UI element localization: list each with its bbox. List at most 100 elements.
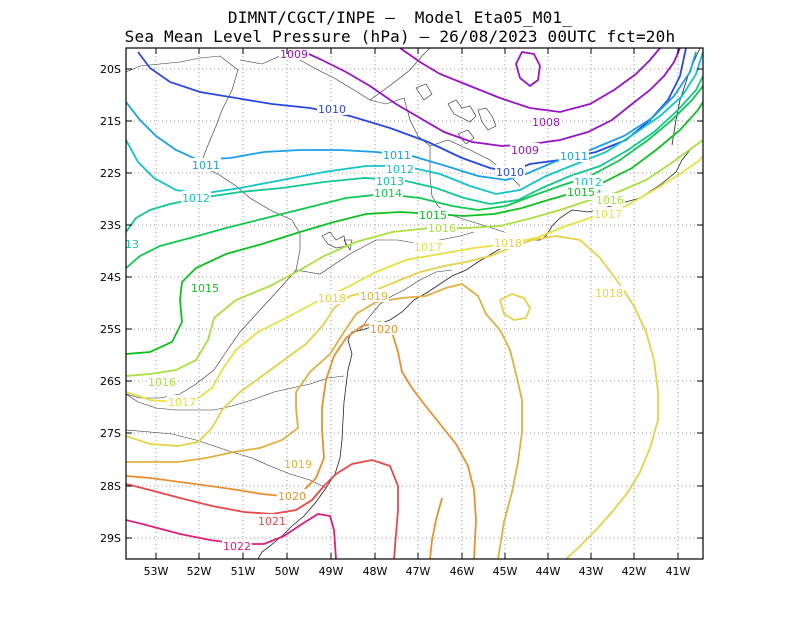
isobar-label: 1009: [511, 144, 539, 157]
isobar-label-bg: [283, 457, 313, 470]
x-tick-label: 53W: [144, 565, 169, 578]
isobar-1016: [126, 139, 703, 377]
isobar-label: 13: [125, 238, 139, 251]
isobar-label: 1012: [386, 163, 414, 176]
isobar-label-bg: [510, 143, 540, 156]
isobar-label-bg: [495, 165, 525, 178]
isobar-label: 1008: [532, 116, 560, 129]
isobar-label: 1019: [360, 290, 388, 303]
isobar-1020-b: [429, 497, 443, 559]
isobar-label: 1020: [278, 490, 306, 503]
y-tick-label: 27S: [100, 427, 121, 440]
x-tick-label: 46W: [450, 565, 475, 578]
isobar-label-bg: [559, 149, 589, 162]
x-tick-label: 41W: [666, 565, 691, 578]
isobar-1020: [126, 321, 477, 559]
isobar-1017: [126, 155, 703, 403]
isobar-label-bg: [427, 221, 457, 234]
isobar-label-bg: [191, 158, 221, 171]
isobar-label: 1017: [414, 241, 442, 254]
isobar-label-bg: [317, 102, 347, 115]
y-tick-label: 24S: [100, 271, 121, 284]
isobar-1022: [126, 513, 337, 559]
isobar-label: 1011: [192, 159, 220, 172]
y-tick-label: 25S: [100, 323, 121, 336]
isobar-1010: [137, 48, 687, 173]
isobar-label-bg: [493, 236, 523, 249]
isobar-label-bg: [385, 162, 415, 175]
isobar-label: 1022: [223, 540, 251, 553]
isobar-label: 1020: [370, 323, 398, 336]
isobar-label: 1016: [596, 194, 624, 207]
isobar-label-bg: [317, 291, 347, 304]
isobar-label-bg: [257, 514, 287, 527]
isobar-label: 1015: [567, 186, 595, 199]
isobar-label: 1021: [258, 515, 286, 528]
x-tick-label: 43W: [579, 565, 604, 578]
isobar-label-bg: [369, 322, 399, 335]
isobar-label-bg: [595, 193, 625, 206]
map-background: [126, 48, 703, 559]
y-tick-label: 20S: [100, 63, 121, 76]
isobar-1018: [126, 235, 659, 559]
y-tick-label: 22S: [100, 167, 121, 180]
isobar-1014: [126, 85, 703, 269]
isobar-label: 1016: [428, 222, 456, 235]
x-tick-label: 45W: [493, 565, 518, 578]
isobar-label-bg: [531, 115, 561, 128]
x-tick-label: 48W: [363, 565, 388, 578]
isobar-label-bg: [277, 489, 307, 502]
isobar-label: 1009: [280, 48, 308, 61]
isobar-label-bg: [573, 175, 603, 188]
y-tick-label: 23S: [100, 219, 121, 232]
y-tick-label: 28S: [100, 480, 121, 493]
isobar-label: 1018: [494, 237, 522, 250]
isobar-label: 1011: [560, 150, 588, 163]
y-tick-label: 26S: [100, 375, 121, 388]
x-tick-label: 49W: [319, 565, 344, 578]
chart-title-line-1: DIMNT/CGCT/INPE — Model Eta05_M01_: [227, 8, 573, 27]
isobar-label: 1013: [376, 175, 404, 188]
isobar-label-bg: [382, 148, 412, 161]
y-tick-label: 29S: [100, 532, 121, 545]
isobar-label: 1016: [148, 376, 176, 389]
isobar-label-bg: [566, 185, 596, 198]
isobar-label-bg: [413, 240, 443, 253]
isobar-label-bg: [181, 191, 211, 204]
isobar-label: 1015: [419, 209, 447, 222]
isobar-label-bg: [190, 281, 220, 294]
isobar-label: 1015: [191, 282, 219, 295]
isobar-label-bg: [593, 207, 623, 220]
isobar-label: 1018: [318, 292, 346, 305]
chart-title-line-2: Sea Mean Level Pressure (hPa) — 26/08/20…: [124, 27, 676, 46]
x-tick-label: 50W: [275, 565, 300, 578]
isobar-label: 1017: [168, 396, 196, 409]
axis-ticks: 53W 52W 51W 50W 49W 48W 47W 46W 45W 44W 43W 42W 41W 2…: [100, 48, 703, 578]
isobar-label-bg: [167, 395, 197, 408]
isobar-label: 1011: [383, 149, 411, 162]
isobar-label-bg: [594, 286, 624, 299]
isobar-1021: [126, 459, 399, 559]
map-frame: [125, 47, 704, 560]
isobar-label-bg: [126, 237, 147, 250]
isobar-label: 1010: [318, 103, 346, 116]
isobar-1008-closed: [515, 51, 541, 88]
isobar-label-bg: [375, 174, 405, 187]
isobar-label: 1017: [594, 208, 622, 221]
isobar-label-bg: [222, 539, 252, 552]
isobar-label: 1018: [595, 287, 623, 300]
isobar-1015: [126, 101, 703, 355]
isobar-label: 1014: [374, 187, 402, 200]
isobar-label-bg: [373, 186, 403, 199]
isobar-label: 1012: [182, 192, 210, 205]
x-tick-label: 52W: [187, 565, 212, 578]
y-tick-label: 21S: [100, 115, 121, 128]
x-tick-label: 47W: [406, 565, 431, 578]
isobar-1018-closed: [498, 293, 532, 321]
x-tick-label: 44W: [536, 565, 561, 578]
x-tick-label: 51W: [231, 565, 256, 578]
isobar-1008: [399, 48, 661, 113]
isobar-label-bg: [418, 208, 448, 221]
x-tick-label: 42W: [622, 565, 647, 578]
